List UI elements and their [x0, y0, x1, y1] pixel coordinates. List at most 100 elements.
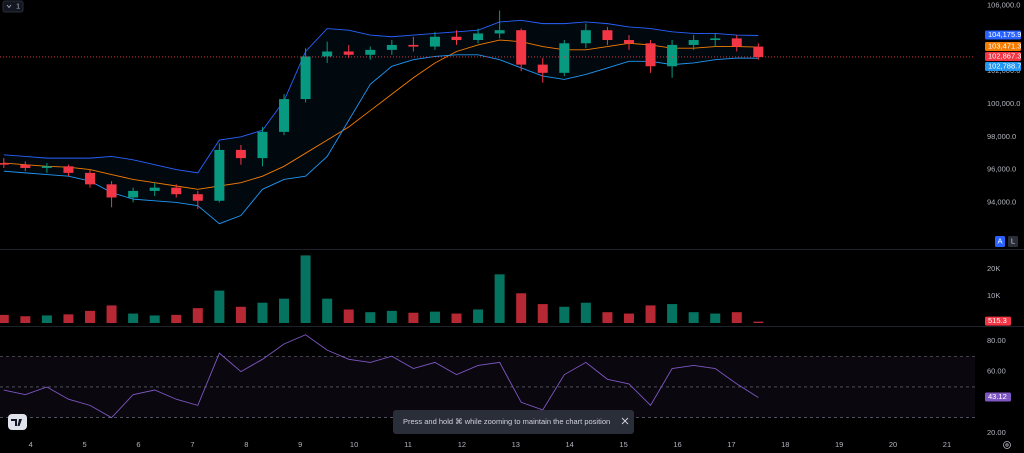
candle-body — [688, 40, 699, 45]
volume-bar — [128, 313, 139, 323]
x-tick-label: 14 — [566, 440, 574, 449]
volume-bar — [473, 309, 484, 323]
band-line — [3, 54, 759, 225]
auto-scale-button[interactable]: A — [995, 236, 1005, 247]
x-tick-label: 16 — [673, 440, 681, 449]
candle-body — [300, 56, 311, 100]
candle-body — [451, 36, 462, 41]
x-tick-label: 20 — [889, 440, 897, 449]
price-label: 102,788.7 — [988, 62, 1021, 71]
candle-body — [516, 30, 527, 65]
x-tick-label: 12 — [458, 440, 466, 449]
y-tick-label: 80.00 — [987, 336, 1006, 345]
x-tick-label: 18 — [781, 440, 789, 449]
price-label-box — [985, 30, 1021, 40]
volume-bar — [149, 315, 160, 323]
candle-body — [20, 164, 31, 168]
x-tick-label: 8 — [244, 440, 248, 449]
candle-body — [731, 38, 742, 47]
last-value-label: 43.12 — [988, 392, 1007, 401]
price-label: 104,175.9 — [988, 30, 1021, 39]
log-scale-button[interactable]: L — [1008, 236, 1018, 247]
candle-body — [85, 172, 96, 185]
candle-body — [365, 49, 376, 55]
last-value-label: 515.3 — [988, 316, 1007, 325]
y-tick-label: 98,000.0 — [987, 132, 1016, 141]
x-tick-label: 13 — [512, 440, 520, 449]
price-label-box — [985, 62, 1021, 72]
candle-body — [580, 30, 591, 44]
interval-dropdown[interactable]: 1 — [2, 0, 24, 13]
candle-body — [386, 44, 397, 50]
volume-bar — [386, 310, 397, 323]
candle-body — [473, 33, 484, 41]
volume-bar — [537, 304, 548, 323]
volume-bar — [645, 305, 656, 323]
x-tick-label: 9 — [298, 440, 302, 449]
tradingview-logo — [8, 414, 27, 430]
last-value-box — [985, 392, 1011, 402]
volume-bar — [451, 313, 462, 323]
volume-bar — [0, 314, 9, 323]
volume-bar — [408, 312, 419, 323]
last-value-box — [985, 316, 1011, 326]
volume-bar — [559, 306, 570, 323]
volume-bar — [623, 313, 634, 323]
volume-bar — [235, 306, 246, 323]
y-tick-label: 20K — [987, 264, 1000, 273]
price-label: 103,471.3 — [988, 42, 1021, 51]
candle-body — [0, 163, 9, 165]
y-tick-label: 106,000.0 — [987, 1, 1020, 10]
candle-body — [41, 166, 52, 168]
band-line — [3, 19, 759, 174]
x-tick-label: 10 — [350, 440, 358, 449]
volume-bar — [516, 293, 527, 323]
volume-bar — [753, 321, 764, 323]
x-tick-label: 6 — [136, 440, 140, 449]
y-tick-label: 96,000.0 — [987, 165, 1016, 174]
volume-bar — [710, 313, 721, 323]
volume-bar — [85, 310, 96, 323]
candle-body — [235, 149, 246, 159]
rsi-line — [3, 334, 759, 419]
y-tick-label: 20.00 — [987, 428, 1006, 437]
candle-body — [106, 184, 117, 198]
button-label: L — [1011, 236, 1015, 245]
band-fill — [3, 20, 759, 224]
candle-body — [494, 30, 505, 34]
volume-bar — [279, 298, 290, 323]
volume-bar — [602, 312, 613, 323]
price-label-box — [985, 42, 1021, 52]
candle-body — [257, 131, 268, 159]
volume-bar — [192, 308, 203, 323]
toast-close[interactable] — [621, 417, 629, 425]
volume-bar — [343, 309, 354, 323]
volume-bar — [322, 298, 333, 323]
x-tick-label: 7 — [190, 440, 194, 449]
volume-bar — [63, 314, 74, 323]
button-label: A — [997, 236, 1002, 245]
volume-bar — [300, 255, 311, 323]
volume-bar — [106, 305, 117, 323]
volume-bar — [494, 274, 505, 323]
volume-bar — [580, 302, 591, 323]
x-tick-label: 17 — [727, 440, 735, 449]
volume-bar — [731, 312, 742, 323]
volume-bar — [171, 314, 182, 323]
y-tick-label: 60.00 — [987, 367, 1006, 376]
candle-body — [192, 194, 203, 201]
toast: Press and hold ⌘ while zooming to mainta… — [393, 410, 634, 434]
volume-bar — [257, 302, 268, 323]
x-tick-label: 4 — [29, 440, 33, 449]
volume-bar — [214, 290, 225, 323]
x-tick-label: 19 — [835, 440, 843, 449]
volume-bar — [365, 312, 376, 323]
settings-icon[interactable] — [1003, 441, 1011, 449]
candle-body — [322, 51, 333, 57]
x-tick-label: 5 — [83, 440, 87, 449]
volume-bar — [20, 316, 31, 323]
volume-bar — [429, 311, 440, 323]
price-label: 102,867.3 — [988, 52, 1021, 61]
